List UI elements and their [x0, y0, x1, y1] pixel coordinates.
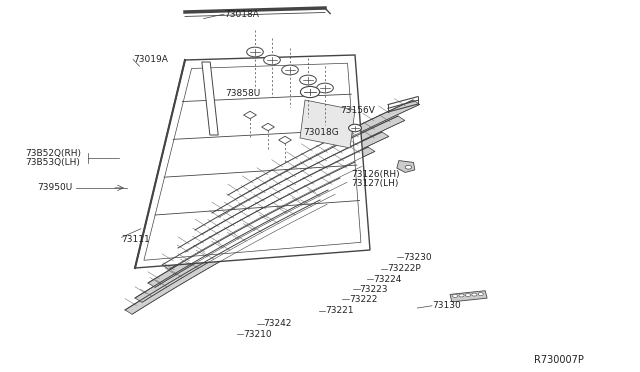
Text: 73111: 73111: [122, 235, 150, 244]
Text: 73B52Q(RH): 73B52Q(RH): [26, 149, 82, 158]
Circle shape: [282, 65, 298, 75]
Circle shape: [349, 124, 362, 132]
Text: 73126(RH): 73126(RH): [351, 170, 399, 179]
Text: 73210: 73210: [243, 330, 272, 339]
Circle shape: [478, 293, 483, 296]
Circle shape: [317, 83, 333, 93]
Circle shape: [264, 55, 280, 65]
Text: 73950U: 73950U: [37, 183, 72, 192]
Text: 73858U: 73858U: [225, 89, 260, 98]
Polygon shape: [228, 100, 420, 199]
Polygon shape: [450, 291, 487, 302]
Polygon shape: [300, 100, 355, 148]
Circle shape: [300, 75, 316, 85]
Polygon shape: [278, 136, 291, 144]
Polygon shape: [397, 161, 415, 173]
Text: 73224: 73224: [373, 275, 401, 283]
Text: R730007P: R730007P: [534, 355, 584, 365]
Text: 73221: 73221: [325, 306, 354, 315]
Polygon shape: [195, 132, 389, 234]
Text: 73018G: 73018G: [303, 128, 339, 137]
Text: 73127(LH): 73127(LH): [351, 179, 398, 188]
Circle shape: [246, 47, 263, 57]
Text: 73222P: 73222P: [387, 264, 421, 273]
Polygon shape: [244, 111, 257, 119]
Text: 73130: 73130: [432, 301, 461, 310]
Polygon shape: [178, 147, 375, 252]
Polygon shape: [135, 190, 335, 302]
Circle shape: [472, 293, 477, 296]
Polygon shape: [212, 116, 405, 217]
Text: 73018A: 73018A: [224, 10, 259, 19]
Polygon shape: [125, 200, 327, 314]
Polygon shape: [162, 162, 362, 269]
Text: 73223: 73223: [360, 285, 388, 294]
Circle shape: [452, 294, 458, 297]
Circle shape: [405, 166, 412, 169]
Circle shape: [465, 294, 470, 296]
Circle shape: [300, 86, 319, 97]
Text: 73230: 73230: [403, 253, 432, 262]
Polygon shape: [262, 123, 275, 131]
Text: 73222: 73222: [349, 295, 377, 304]
Text: 73242: 73242: [264, 319, 292, 328]
Circle shape: [459, 294, 464, 297]
Text: 73B53Q(LH): 73B53Q(LH): [26, 158, 81, 167]
Text: 73156V: 73156V: [340, 106, 375, 115]
Polygon shape: [202, 62, 218, 135]
Polygon shape: [135, 55, 370, 268]
Polygon shape: [148, 178, 347, 287]
Text: 73019A: 73019A: [133, 55, 168, 64]
